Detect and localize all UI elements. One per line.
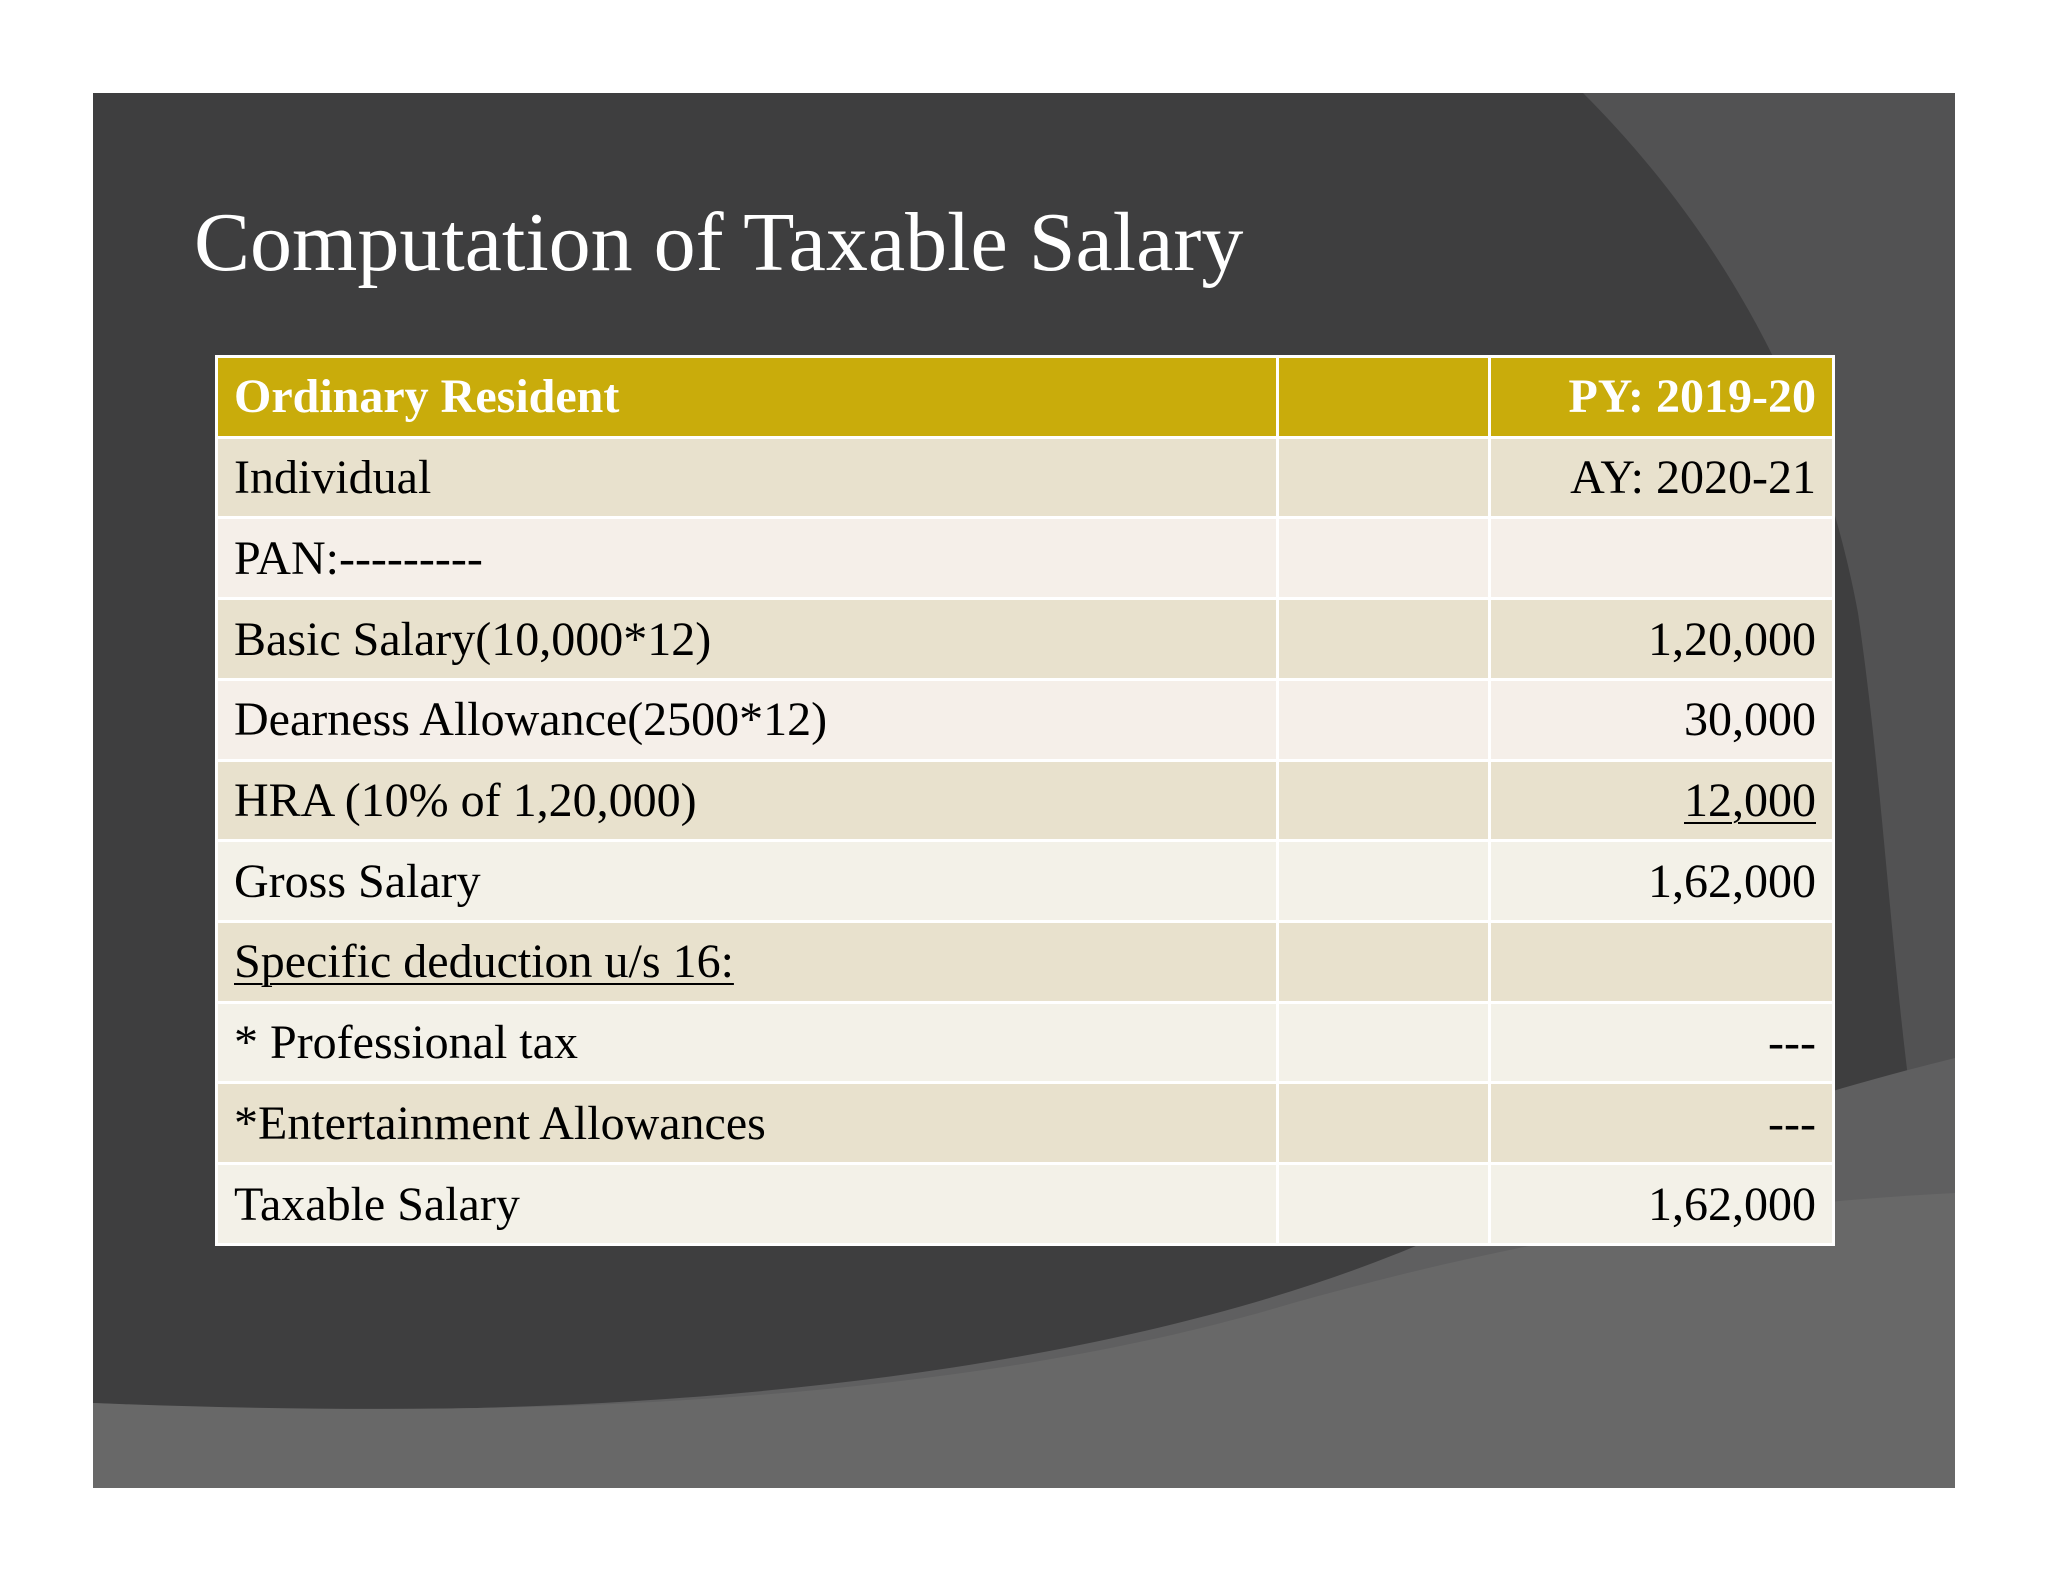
row-middle (1276, 677, 1491, 762)
row-amount-cell: 12,000 (1488, 758, 1835, 843)
row-middle (1276, 758, 1491, 843)
row-label: Taxable Salary (215, 1162, 1279, 1246)
row-amount: --- (1488, 1081, 1835, 1166)
table-row: Basic Salary(10,000*12) 1,20,000 (215, 597, 1835, 681)
row-label: PAN:--------- (215, 516, 1279, 601)
row-amount: 1,62,000 (1488, 839, 1835, 924)
row-middle (1276, 1162, 1491, 1246)
row-middle (1276, 597, 1491, 681)
slide: Computation of Taxable Salary Ordinary R… (93, 93, 1955, 1488)
row-amount: --- (1488, 1000, 1835, 1085)
row-amount: 30,000 (1488, 677, 1835, 762)
header-label: Ordinary Resident (215, 355, 1279, 439)
row-middle (1276, 516, 1491, 601)
row-label-cell: Specific deduction u/s 16: (215, 920, 1279, 1004)
background-swoosh-graphic (93, 93, 1955, 1488)
row-label: Dearness Allowance(2500*12) (215, 677, 1279, 762)
row-amount: 1,20,000 (1488, 597, 1835, 681)
table-header-row: Ordinary Resident PY: 2019-20 (215, 355, 1835, 439)
row-amount (1488, 516, 1835, 601)
table-row: PAN:--------- (215, 516, 1835, 601)
row-middle (1276, 920, 1491, 1004)
table-row: * Professional tax --- (215, 1000, 1835, 1085)
row-amount: 1,62,000 (1488, 1162, 1835, 1246)
table-row: *Entertainment Allowances --- (215, 1081, 1835, 1166)
row-label: *Entertainment Allowances (215, 1081, 1279, 1166)
table-row: HRA (10% of 1,20,000) 12,000 (215, 758, 1835, 843)
table-row: Gross Salary 1,62,000 (215, 839, 1835, 924)
row-middle (1276, 435, 1491, 520)
table-row: Dearness Allowance(2500*12) 30,000 (215, 677, 1835, 762)
table-row: Taxable Salary 1,62,000 (215, 1162, 1835, 1246)
row-middle (1276, 1081, 1491, 1166)
row-amount (1488, 920, 1835, 1004)
row-label: Basic Salary(10,000*12) (215, 597, 1279, 681)
row-label: HRA (10% of 1,20,000) (215, 758, 1279, 843)
row-label: Individual (215, 435, 1279, 520)
row-middle (1276, 1000, 1491, 1085)
header-middle (1276, 355, 1491, 439)
salary-computation-table: Ordinary Resident PY: 2019-20 Individual… (215, 355, 1835, 1246)
row-amount: 12,000 (1684, 773, 1816, 827)
row-label: * Professional tax (215, 1000, 1279, 1085)
row-label: Specific deduction u/s 16: (234, 935, 734, 989)
table-row: Individual AY: 2020-21 (215, 435, 1835, 520)
header-amount: PY: 2019-20 (1488, 355, 1835, 439)
table-row: Specific deduction u/s 16: (215, 920, 1835, 1004)
row-middle (1276, 839, 1491, 924)
row-amount: AY: 2020-21 (1488, 435, 1835, 520)
slide-title: Computation of Taxable Salary (194, 196, 1244, 289)
row-label: Gross Salary (215, 839, 1279, 924)
